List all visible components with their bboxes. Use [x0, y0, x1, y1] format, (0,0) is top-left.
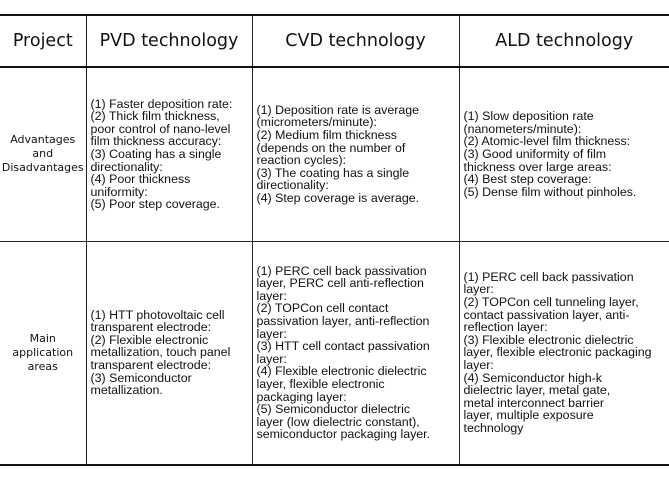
cell-text-line: (3) HTT cell contact passivation [256, 339, 430, 354]
cell-text-line: (5) Poor step coverage. [90, 197, 220, 212]
cell-text-line: contact passivation layer, anti- [463, 307, 630, 322]
cell-text-line: (1) PERC cell back passivation [256, 263, 427, 278]
cell-text-line: semiconductor packaging layer. [256, 427, 431, 442]
cell-text-line: (1) Faster deposition rate: [90, 96, 233, 111]
cell-text-line: poor control of nano-level [90, 121, 231, 136]
cell-text-line: metallization, touch panel [90, 345, 231, 360]
cell-text-line: metallization. [90, 383, 163, 398]
cell-text-line: layer: [256, 351, 287, 366]
cell-text-line: layer (low dielectric constant), [256, 414, 420, 429]
cell-text-line: (3) Coating has a single [90, 146, 222, 161]
cell-text-line: (2) Medium film thickness [256, 128, 397, 143]
cell-ald-applications: (1) PERC cell back passivation layer: (2) … [458, 241, 669, 466]
cell-text-line: (2) TOPCon cell tunneling layer, [463, 295, 639, 310]
cell-text-line: film thickness accuracy: [90, 134, 222, 149]
cell-text-line: reaction cycles): [256, 153, 347, 168]
cell-text-line: (4) Flexible electronic dielectric [256, 364, 427, 379]
cell-text-line: (2) Atomic-level film thickness: [463, 134, 631, 149]
cell-text-line: (4) Best step coverage: [463, 172, 592, 187]
header-row: Project PVD technology CVD technology AL… [0, 14, 669, 68]
cell-text-line: directionality: [90, 159, 163, 174]
cell-text-line: layer, PERC cell anti-reflection [256, 276, 424, 291]
cell-text-line: thickness over large areas: [463, 159, 612, 174]
cell-ald-advantages: (1) Slow deposition rate (nanometers/minu… [458, 67, 669, 242]
cell-text-line: uniformity: [90, 184, 148, 199]
cell-text-line: (3) Flexible electronic dielectric [463, 332, 634, 347]
comparison-table: Project PVD technology CVD technology AL… [0, 14, 669, 466]
cell-text-line: (2) TOPCon cell contact [256, 301, 389, 316]
header-project: Project [0, 14, 86, 68]
cell-text-line: (5) Dense film without pinholes. [463, 184, 637, 199]
cell-text-line: (nanometers/minute): [463, 121, 582, 136]
cell-cvd-advantages: (1) Deposition rate is average (micromete… [251, 67, 459, 242]
cell-text-line: transparent electrode: [90, 320, 212, 335]
header-ald: ALD technology [458, 14, 669, 68]
cell-text-line: (depends on the number of [256, 140, 406, 155]
cell-text-line: (4) Semiconductor high-k [463, 370, 602, 385]
cell-text-line: technology [463, 421, 524, 436]
cell-text-line: layer: [463, 358, 494, 373]
cell-text-line: (4) Poor thickness [90, 172, 191, 187]
cell-text-line: layer, flexible electronic packaging [463, 345, 652, 360]
cell-text-line: (5) Semiconductor dielectric [256, 402, 411, 417]
cell-text-line: (3) Semiconductor [90, 370, 192, 385]
cell-text-line: directionality: [256, 178, 329, 193]
cell-text-line: layer: [463, 282, 494, 297]
cell-text-line: layer, multiple exposure [463, 408, 594, 423]
cell-text-line: layer, flexible electronic [256, 376, 385, 391]
cell-text-line: layer: [256, 288, 287, 303]
cell-text-line: (2) Flexible electronic [90, 332, 209, 347]
cell-text-line: dielectric layer, metal gate, [463, 383, 611, 398]
cell-text-line: (4) Step coverage is average. [256, 191, 420, 206]
cell-text-line: (3) The coating has a single [256, 165, 410, 180]
cell-text-line: (1) Deposition rate is average [256, 102, 420, 117]
cell-text-line: (micrometers/minute): [256, 115, 377, 130]
cell-text-line: (1) Slow deposition rate [463, 109, 594, 124]
row-label-applications: Main application areas [0, 241, 86, 466]
cell-text-line: (1) HTT photovoltaic cell [90, 307, 225, 322]
table-row-advantages: Advantages and Disadvantages (1) Faster … [0, 67, 669, 242]
table-row-applications: Main application areas (1) HTT photovolt… [0, 241, 669, 466]
cell-pvd-advantages: (1) Faster deposition rate: (2) Thick fil… [85, 67, 252, 242]
cell-text-line: packaging layer: [256, 389, 347, 404]
cell-text-line: (3) Good uniformity of film [463, 146, 607, 161]
cell-pvd-applications: (1) HTT photovoltaic cell transparent ele… [85, 241, 252, 466]
row-label-advantages: Advantages and Disadvantages [0, 67, 86, 242]
cell-cvd-applications: (1) PERC cell back passivation layer, PER… [251, 241, 459, 466]
cell-text-line: passivation layer, anti-reflection [256, 313, 430, 328]
cell-text-line: transparent electrode: [90, 358, 212, 373]
cell-text-line: reflection layer: [463, 320, 548, 335]
cell-text-line: metal interconnect barrier [463, 395, 605, 410]
cell-text-line: layer: [256, 326, 287, 341]
header-cvd: CVD technology [251, 14, 459, 68]
cell-text-line: (1) PERC cell back passivation [463, 269, 634, 284]
header-pvd: PVD technology [85, 14, 252, 68]
cell-text-line: (2) Thick film thickness, [90, 109, 220, 124]
